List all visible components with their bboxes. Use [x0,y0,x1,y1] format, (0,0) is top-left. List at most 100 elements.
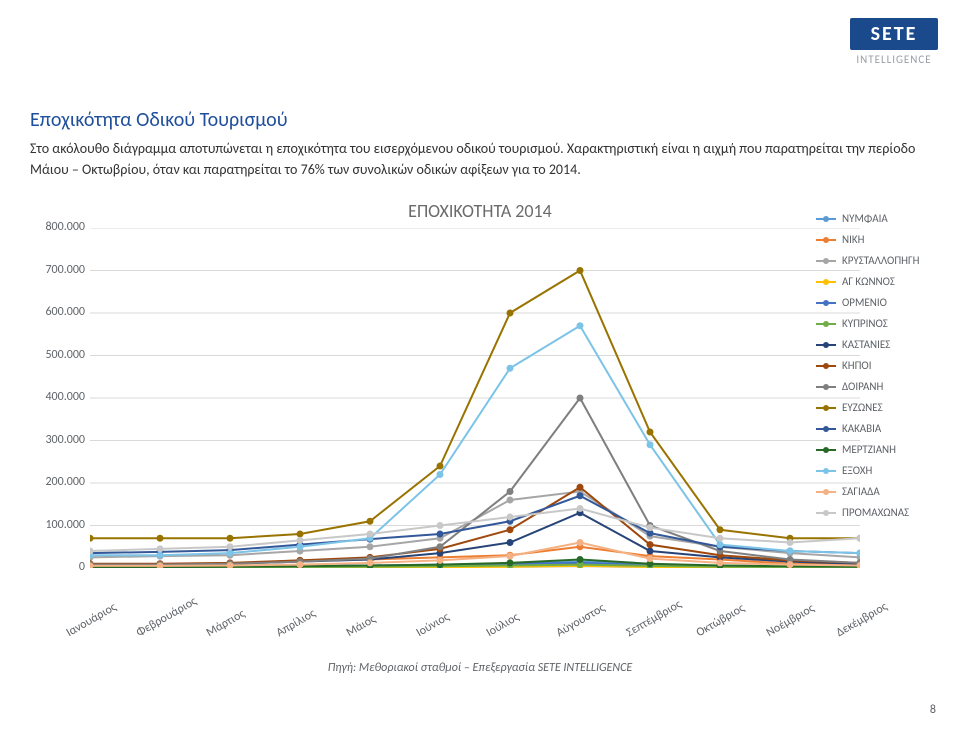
y-axis-label: 100.000 [30,518,85,532]
x-axis-label: Ιούνιος [414,610,452,640]
series-marker [717,535,724,542]
legend-item: ΚΡΥΣΤΑΛΛΟΠΗΓΗ [816,254,936,267]
series-marker [647,441,654,448]
series-marker [437,543,444,550]
brand-logo-subtext: INTELLIGENCE [850,53,938,66]
x-axis-label: Μάιος [344,612,378,640]
series-marker [437,463,444,470]
legend-item: ΣΑΓΙΑΔΑ [816,485,936,498]
series-marker [297,537,304,544]
x-axis-label: Σεπτέμβριος [624,597,684,640]
legend-item: ΝΙΚΗ [816,233,936,246]
legend-item: ΠΡΟΜΑΧΩΝΑΣ [816,506,936,519]
series-marker [367,518,374,525]
series-line [90,496,860,553]
legend-label: ΔΟΙΡΑΝΗ [842,380,883,393]
legend-dot-icon [823,468,829,474]
series-marker [577,492,584,499]
chart-legend: ΝΥΜΦΑΙΑ ΝΙΚΗ ΚΡΥΣΤΑΛΛΟΠΗΓΗ ΑΓ ΚΩΝΝΟΣ ΟΡΜΕΝΙΟ… [816,212,936,527]
legend-swatch [816,512,836,514]
legend-swatch [816,323,836,325]
y-axis-label: 300.000 [30,433,85,447]
series-marker [787,561,794,568]
legend-swatch [816,407,836,409]
legend-dot-icon [823,300,829,306]
series-marker [227,550,234,557]
series-marker [507,497,514,504]
series-marker [787,548,794,555]
series-marker [647,524,654,531]
series-marker [507,514,514,521]
x-axis-label: Απρίλιος [274,606,318,640]
legend-label: ΝΥΜΦΑΙΑ [842,212,888,225]
legend-item: ΚΥΠΡΙΝΟΣ [816,317,936,330]
legend-dot-icon [823,258,829,264]
series-marker [507,559,514,566]
page-number: 8 [930,703,936,717]
legend-label: ΑΓ ΚΩΝΝΟΣ [842,275,895,288]
legend-swatch [816,260,836,262]
legend-label: ΚΗΠΟΙ [842,359,871,372]
chart-plot: 0100.000200.000300.000400.000500.000600.… [90,228,860,568]
legend-swatch [816,344,836,346]
series-marker [507,526,514,533]
legend-item: ΔΟΙΡΑΝΗ [816,380,936,393]
legend-item: ΚΑΣΤΑΝΙΕΣ [816,338,936,351]
legend-dot-icon [823,426,829,432]
series-marker [647,555,654,562]
series-marker [367,531,374,538]
brand-logo-text: SETE [850,18,938,50]
legend-label: ΜΕΡΤΖΙΑΝΗ [842,443,896,456]
y-axis-label: 800.000 [30,220,85,234]
legend-label: ΕΞΟΧΗ [842,464,872,477]
series-marker [437,557,444,564]
series-marker [507,488,514,495]
chart-title: ΕΠΟΧΙΚΟΤΗΤΑ 2014 [30,200,930,222]
chart-container: ΕΠΟΧΙΚΟΤΗΤΑ 2014 0100.000200.000300.0004… [30,200,930,630]
legend-item: ΟΡΜΕΝΙΟ [816,296,936,309]
section-subtitle: Στο ακόλουθο διάγραμμα αποτυπώνεται η επ… [30,138,930,180]
series-marker [717,541,724,548]
legend-dot-icon [823,279,829,285]
legend-dot-icon [823,447,829,453]
legend-label: ΝΙΚΗ [842,233,864,246]
series-marker [157,535,164,542]
series-marker [157,545,164,552]
series-marker [577,395,584,402]
legend-label: ΚΥΠΡΙΝΟΣ [842,317,888,330]
series-marker [717,526,724,533]
series-marker [647,429,654,436]
legend-item: ΝΥΜΦΑΙΑ [816,212,936,225]
y-axis-label: 200.000 [30,475,85,489]
legend-item: ΜΕΡΤΖΙΑΝΗ [816,443,936,456]
x-axis-label: Μάρτιος [204,607,248,640]
chart-svg [90,228,860,568]
section-title: Εποχικότητα Οδικού Τουρισμού [30,108,288,132]
legend-dot-icon [823,342,829,348]
legend-swatch [816,281,836,283]
legend-swatch [816,218,836,220]
legend-item: ΕΥΖΩΝΕΣ [816,401,936,414]
legend-label: ΠΡΟΜΑΧΩΝΑΣ [842,506,909,519]
series-marker [227,543,234,550]
series-marker [297,543,304,550]
legend-dot-icon [823,363,829,369]
series-line [90,271,860,539]
series-marker [577,484,584,491]
series-marker [507,310,514,317]
legend-label: ΟΡΜΕΝΙΟ [842,296,887,309]
series-marker [297,561,304,568]
chart-source: Πηγή: Μεθοριακοί σταθμοί – Επεξεργασία S… [0,661,960,675]
legend-label: ΣΑΓΙΑΔΑ [842,485,880,498]
series-marker [437,522,444,529]
series-marker [857,535,861,542]
legend-item: ΕΞΟΧΗ [816,464,936,477]
series-marker [297,531,304,538]
x-axis-label: Ιανουάριος [64,600,119,640]
series-marker [647,541,654,548]
legend-dot-icon [823,384,829,390]
legend-label: ΚΑΣΤΑΝΙΕΣ [842,338,890,351]
y-axis-label: 400.000 [30,390,85,404]
legend-swatch [816,302,836,304]
legend-swatch [816,386,836,388]
